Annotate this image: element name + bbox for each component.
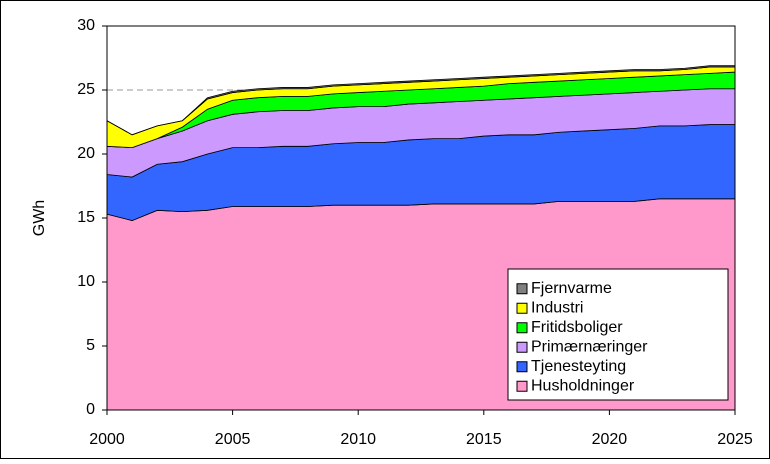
y-tick-label: 0 (86, 401, 95, 418)
legend-label: Primærnæringer (531, 338, 648, 355)
x-tick-label: 2015 (466, 431, 502, 448)
legend-swatch (516, 283, 528, 295)
legend-box (507, 268, 729, 401)
legend-label: Fritidsboliger (531, 319, 623, 336)
plot-border (106, 25, 736, 411)
legend-label: Industri (531, 299, 583, 316)
y-tick-label: 15 (77, 209, 95, 226)
y-axis-label: GWh (31, 200, 48, 236)
x-tick-label: 2025 (717, 431, 753, 448)
x-tick-label: 2000 (89, 431, 125, 448)
y-tick-label: 10 (77, 273, 95, 290)
legend-swatch (516, 361, 528, 373)
x-tick-label: 2020 (592, 431, 628, 448)
x-tick-label: 2005 (215, 431, 251, 448)
y-tick-label: 20 (77, 145, 95, 162)
y-tick-label: 5 (86, 337, 95, 354)
y-tick-label: 30 (77, 17, 95, 34)
legend-swatch (516, 341, 528, 353)
legend-swatch (516, 322, 528, 334)
y-tick-label: 25 (77, 81, 95, 98)
legend-label: Tjenesteyting (531, 358, 626, 375)
legend-label: Fjernvarme (531, 280, 612, 297)
legend-label: Husholdninger (531, 377, 635, 394)
x-tick-label: 2010 (340, 431, 376, 448)
legend-swatch (516, 380, 528, 392)
legend-swatch (516, 302, 528, 314)
